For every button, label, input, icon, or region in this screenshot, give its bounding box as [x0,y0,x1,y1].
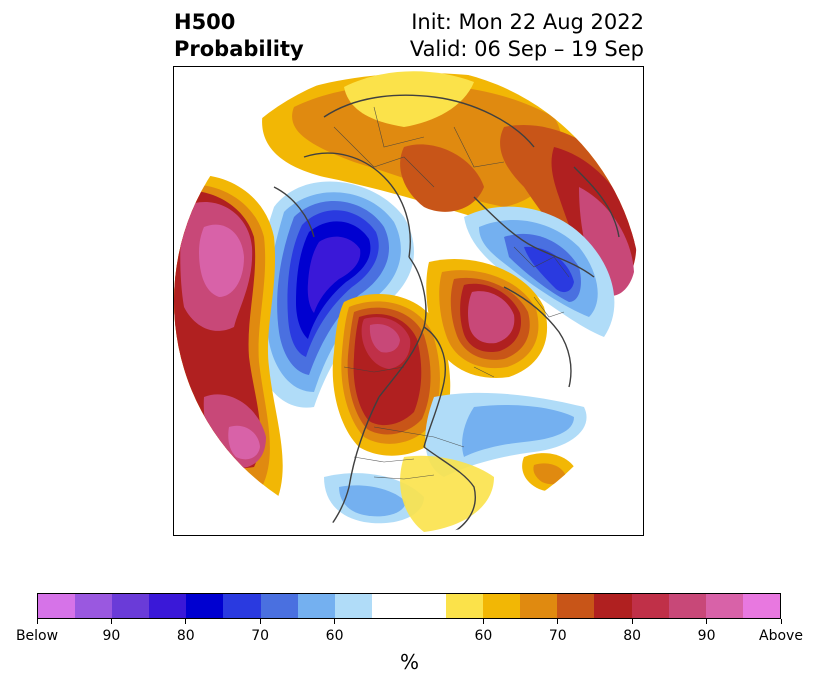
colorbar-tick-label: Above [759,628,803,644]
colorbar-tick-label: 60 [474,628,493,644]
coastlines [273,94,620,535]
map-dates: Init: Mon 22 Aug 2022 Valid: 06 Sep – 19… [410,9,644,63]
colorbar-below-8 [334,594,372,618]
colorbar-tickmark [706,619,708,624]
colorbar-above-1 [483,594,521,618]
colorbar-tickmark [780,619,782,624]
colorbar-below-4 [186,594,224,618]
colorbar-tickmark [185,619,187,624]
valid-range: Valid: 06 Sep – 19 Sep [409,37,644,61]
colorbar-above-7 [705,594,743,618]
colorbar-below-3 [149,594,187,618]
probability-map [174,67,642,535]
colorbar-tick-label: 80 [176,628,195,644]
colorbar-below-1 [75,594,113,618]
colorbar [37,593,781,619]
colorbar-tick-label: 90 [102,628,121,644]
colorbar-tickmark [557,619,559,624]
colorbar-tick-label: 70 [548,628,567,644]
init-date: Init: Mon 22 Aug 2022 [411,10,644,34]
probability-field [174,67,642,535]
colorbar-above-2 [520,594,558,618]
colorbar-tick-label: 70 [251,628,270,644]
map-panel [173,66,644,536]
colorbar-above-4 [594,594,632,618]
colorbar-above-5 [631,594,669,618]
colorbar-above-8 [742,594,780,618]
borders [333,106,570,480]
colorbar-below-5 [223,594,261,618]
map-title: H500 Probability [174,9,304,63]
colorbar-unit-label: % [399,650,419,674]
colorbar-tickmark [36,619,38,624]
title-product: Probability [174,37,304,61]
colorbar-below-7 [297,594,335,618]
colorbar-below-2 [112,594,150,618]
colorbar-tick-label: 80 [623,628,642,644]
title-variable: H500 [174,10,236,34]
colorbar-below-0 [38,594,76,618]
colorbar-tickmark [259,619,261,624]
colorbar-tickmark [631,619,633,624]
colorbar-above-0 [446,594,484,618]
colorbar-above-6 [668,594,706,618]
colorbar-tick-label: Below [15,628,59,644]
colorbar-tickmark [110,619,112,624]
colorbar-neutral [371,594,447,618]
colorbar-tickmark [334,619,336,624]
colorbar-tickmark [482,619,484,624]
colorbar-tick-label: 60 [325,628,344,644]
colorbar-below-6 [260,594,298,618]
colorbar-above-3 [557,594,595,618]
colorbar-tick-label: 90 [697,628,716,644]
